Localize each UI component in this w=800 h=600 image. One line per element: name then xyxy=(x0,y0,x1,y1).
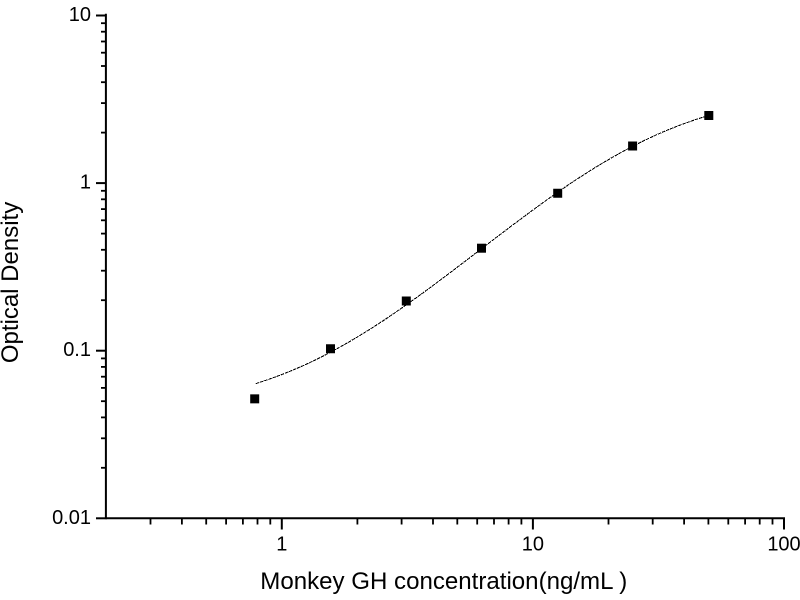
svg-text:10: 10 xyxy=(522,534,544,556)
svg-text:Optical Density: Optical Density xyxy=(0,202,24,363)
svg-text:10: 10 xyxy=(69,4,91,26)
svg-text:1: 1 xyxy=(276,534,287,556)
svg-text:1: 1 xyxy=(80,172,91,194)
svg-text:100: 100 xyxy=(767,534,800,556)
svg-text:Monkey GH concentration(ng/mL: Monkey GH concentration(ng/mL ) xyxy=(260,568,627,595)
svg-text:0.01: 0.01 xyxy=(52,507,91,529)
svg-text:0.1: 0.1 xyxy=(63,339,91,361)
